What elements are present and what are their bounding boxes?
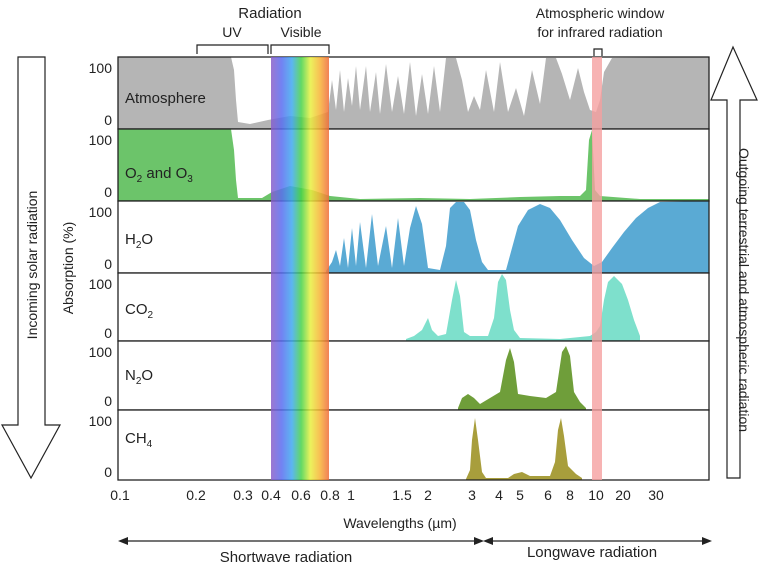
uv-label: UV <box>222 24 242 40</box>
x-tick: 30 <box>648 487 664 503</box>
x-tick: 2 <box>424 487 432 503</box>
panel-label-o2-o3: O2 and O3 <box>125 165 193 185</box>
window-label-line2: for infrared radiation <box>537 24 662 40</box>
uv-bracket <box>196 44 269 54</box>
x-tick: 10 <box>588 487 604 503</box>
y-tick-100-h2o: 100 <box>89 204 113 220</box>
y-tick-100-atmosphere: 100 <box>89 60 113 76</box>
incoming-arrow <box>0 56 62 480</box>
panel-n2o: N2O 100 0 <box>89 340 710 411</box>
x-tick: 6 <box>544 487 552 503</box>
x-axis-ticks: 0.1 0.2 0.3 0.4 0.6 0.8 1 1.5 2 3 4 5 6 … <box>110 487 664 503</box>
y-axis-label: Absorption (%) <box>60 222 76 315</box>
radiation-label: Radiation <box>238 5 301 22</box>
visible-spectrum-band <box>271 57 329 480</box>
h2o-absorption-area <box>326 201 709 273</box>
x-tick: 3 <box>468 487 476 503</box>
outgoing-arrow <box>710 45 758 479</box>
longwave-label: Longwave radiation <box>527 544 657 561</box>
window-label-line1: Atmospheric window <box>536 5 665 21</box>
window-bracket <box>593 48 603 56</box>
n2o-absorption-area <box>458 346 586 410</box>
panel-label-h2o: H2O <box>125 231 153 251</box>
y-tick-100-o2-o3: 100 <box>89 132 113 148</box>
x-tick: 8 <box>566 487 574 503</box>
panel-label-co2: CO2 <box>125 301 154 321</box>
visible-label: Visible <box>281 24 322 40</box>
visible-bracket <box>270 44 330 54</box>
x-tick: 4 <box>495 487 503 503</box>
panel-atmosphere: Atmosphere 100 0 <box>89 56 710 130</box>
y-tick-100-ch4: 100 <box>89 413 113 429</box>
panel-label-atmosphere: Atmosphere <box>125 90 206 107</box>
x-tick: 1 <box>347 487 355 503</box>
x-tick: 5 <box>516 487 524 503</box>
x-tick: 0.2 <box>186 487 206 503</box>
panel-o2-o3: O2 and O3 100 0 <box>89 128 710 202</box>
o2-o3-absorption-area <box>118 129 709 201</box>
x-tick: 0.6 <box>291 487 311 503</box>
x-tick: 1.5 <box>392 487 412 503</box>
ch4-absorption-area <box>466 418 582 480</box>
longwave-arrow <box>483 537 712 545</box>
y-tick-0-n2o: 0 <box>104 393 112 409</box>
x-tick: 0.8 <box>320 487 340 503</box>
atmosphere-absorption-area <box>118 57 709 129</box>
x-tick: 0.1 <box>110 487 130 503</box>
y-tick-0-co2: 0 <box>104 325 112 341</box>
panel-co2: CO2 100 0 <box>89 272 710 342</box>
y-tick-0-atmosphere: 0 <box>104 112 112 128</box>
y-tick-0-h2o: 0 <box>104 256 112 272</box>
incoming-label: Incoming solar radiation <box>24 191 40 340</box>
panel-ch4: CH4 100 0 <box>89 409 710 481</box>
panel-label-n2o: N2O <box>125 367 153 387</box>
x-tick: 0.3 <box>233 487 253 503</box>
panel-h2o: H2O 100 0 <box>89 200 710 274</box>
x-axis-label: Wavelengths (µm) <box>343 515 456 531</box>
y-tick-0-o2-o3: 0 <box>104 184 112 200</box>
outgoing-label: Outgoing terrestrial and atmospheric rad… <box>736 148 752 432</box>
shortwave-label: Shortwave radiation <box>220 549 353 566</box>
y-tick-100-n2o: 100 <box>89 344 113 360</box>
y-tick-0-ch4: 0 <box>104 464 112 480</box>
shortwave-arrow <box>118 537 478 545</box>
panel-label-ch4: CH4 <box>125 430 153 450</box>
atmospheric-window-band <box>592 57 602 480</box>
y-tick-100-co2: 100 <box>89 276 113 292</box>
x-tick: 20 <box>615 487 631 503</box>
co2-absorption-area <box>406 274 640 341</box>
shortwave-arrowhead-right <box>474 537 484 545</box>
x-tick: 0.4 <box>261 487 281 503</box>
